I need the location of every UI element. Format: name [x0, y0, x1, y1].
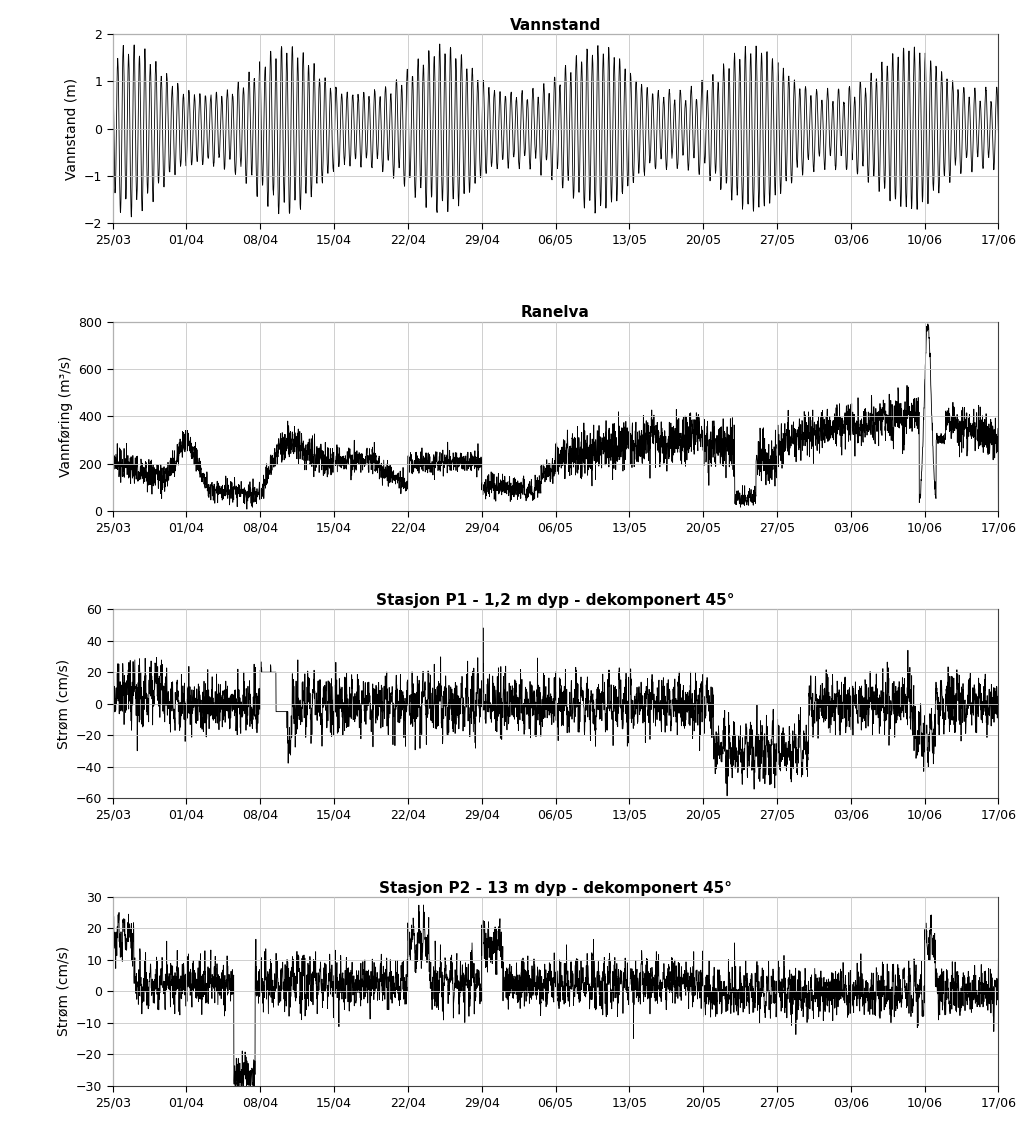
Y-axis label: Vannstand (m): Vannstand (m) [65, 77, 78, 180]
Y-axis label: Strøm (cm/s): Strøm (cm/s) [56, 658, 71, 749]
Title: Ranelva: Ranelva [521, 306, 590, 321]
Y-axis label: Vannføring (m³/s): Vannføring (m³/s) [58, 356, 73, 476]
Title: Stasjon P2 - 13 m dyp - dekomponert 45°: Stasjon P2 - 13 m dyp - dekomponert 45° [379, 880, 732, 896]
Title: Vannstand: Vannstand [510, 18, 601, 33]
Title: Stasjon P1 - 1,2 m dyp - dekomponert 45°: Stasjon P1 - 1,2 m dyp - dekomponert 45° [376, 594, 735, 608]
Y-axis label: Strøm (cm/s): Strøm (cm/s) [56, 946, 71, 1036]
